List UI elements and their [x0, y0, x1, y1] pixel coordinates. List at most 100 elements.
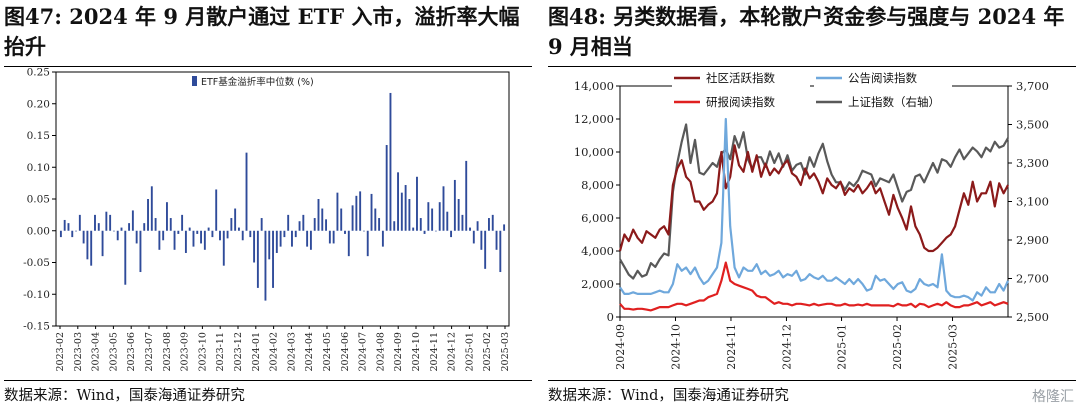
bar: [325, 219, 328, 231]
bar: [135, 230, 138, 244]
bar: [480, 230, 483, 250]
x-tick-label: 2024-10: [669, 324, 682, 370]
bar: [332, 230, 335, 244]
right-figure-panel: 图48: 另类数据看，本轮散户资金参与强度与 2024 年 9 月相当 14,0…: [548, 0, 1080, 408]
bar: [279, 230, 282, 247]
x-tick-label: 2023-07: [144, 332, 155, 371]
bar: [78, 214, 81, 231]
legend-label: ETF基金溢折率中位数 (%): [201, 76, 314, 88]
bar: [177, 230, 180, 234]
legend-entry-bg: [672, 94, 810, 112]
x-tick-label: 2023-09: [180, 332, 191, 371]
bar: [128, 223, 131, 231]
bar: [381, 230, 384, 247]
y-tick-label: 0.15: [27, 130, 50, 142]
bar: [484, 230, 487, 269]
bar: [226, 230, 229, 239]
left-figure-title-text: 2024 年 9 月散户通过 ETF 入市，溢折率大幅抬升: [4, 4, 520, 59]
bar: [503, 224, 506, 231]
bar: [469, 227, 471, 231]
bar: [139, 230, 142, 273]
right-source-divider: [548, 380, 1076, 381]
bar: [101, 230, 104, 257]
x-tick-label: 2024-11: [429, 332, 440, 371]
y2-tick-label: 2,900: [1016, 233, 1049, 247]
y2-tick-label: 3,300: [1016, 156, 1049, 170]
bar: [181, 214, 184, 231]
x-tick-label: 2023-03: [73, 332, 84, 371]
right-figure-title-text: 另类数据看，本轮散户资金参与强度与 2024 年 9 月相当: [548, 4, 1065, 59]
bar: [465, 160, 468, 231]
bar: [63, 219, 66, 231]
bar: [249, 230, 252, 238]
bar: [166, 202, 168, 231]
y-tick-label: 0: [607, 310, 614, 324]
y2-tick-label: 3,100: [1016, 195, 1049, 209]
bar: [340, 208, 343, 231]
x-tick-label: 2024-01: [251, 332, 262, 371]
x-tick-label: 2024-11: [725, 324, 738, 370]
bar: [143, 223, 146, 231]
bar: [234, 208, 237, 231]
x-tick-label: 2024-09: [393, 332, 404, 371]
bar: [431, 208, 434, 231]
bar: [245, 152, 248, 231]
right-source-note: 数据来源：Wind，国泰海通证券研究: [548, 388, 789, 404]
bar: [412, 227, 415, 231]
y-tick-label: 4,000: [581, 244, 614, 258]
bar: [253, 230, 256, 263]
bar: [347, 230, 350, 257]
bar: [434, 230, 437, 232]
y-tick-label: 2,000: [581, 277, 614, 291]
y-tick-label: 8,000: [581, 178, 614, 192]
bar: [207, 227, 210, 231]
bar: [419, 218, 422, 231]
bar: [291, 230, 293, 247]
x-tick-label: 2024-08: [375, 332, 386, 371]
y2-tick-label: 3,500: [1016, 118, 1049, 132]
left-source-note: 数据来源：Wind，国泰海通证券研究: [4, 388, 245, 404]
x-tick-label: 2023-04: [91, 332, 102, 371]
bar: [450, 230, 453, 238]
bar: [131, 210, 134, 231]
bar: [438, 202, 441, 231]
left-figure-title: 图47: 2024 年 9 月散户通过 ETF 入市，溢折率大幅抬升: [4, 2, 532, 66]
bar: [400, 192, 403, 231]
bar: [336, 192, 339, 231]
bar: [461, 214, 464, 231]
bar: [328, 230, 331, 244]
series-line-community: [618, 144, 1009, 253]
left-title-divider: [4, 66, 532, 67]
bar: [317, 199, 320, 231]
bar: [453, 179, 456, 231]
bar: [94, 214, 96, 231]
bar: [158, 230, 161, 250]
bar: [150, 186, 153, 231]
bar: [188, 227, 191, 231]
legend-label: 上证指数（右轴）: [848, 95, 940, 109]
bar: [162, 230, 165, 241]
right-figure-label: 图48:: [548, 4, 606, 29]
x-tick-label: 2024-12: [447, 332, 458, 371]
x-tick-label: 2025-03: [500, 332, 511, 371]
bar: [351, 205, 354, 231]
bar: [260, 218, 263, 231]
plot-frame: [619, 85, 1009, 318]
bar: [362, 230, 365, 232]
bar: [427, 202, 430, 231]
bar: [75, 230, 77, 232]
bar: [82, 230, 85, 244]
y-tick-label: -0.05: [23, 257, 50, 269]
left-figure-panel: 图47: 2024 年 9 月散户通过 ETF 入市，溢折率大幅抬升 0.25 0…: [4, 0, 536, 408]
bar: [423, 230, 426, 234]
bar: [237, 227, 240, 231]
bar: [264, 230, 267, 301]
bar: [154, 218, 157, 231]
bar: [90, 230, 93, 266]
x-tick-label: 2023-06: [126, 332, 137, 371]
bar: [397, 172, 399, 231]
y2-tick-label: 2,700: [1016, 272, 1049, 286]
bar: [71, 230, 74, 238]
legend-entry-bg: [814, 70, 952, 88]
bar: [219, 230, 221, 241]
